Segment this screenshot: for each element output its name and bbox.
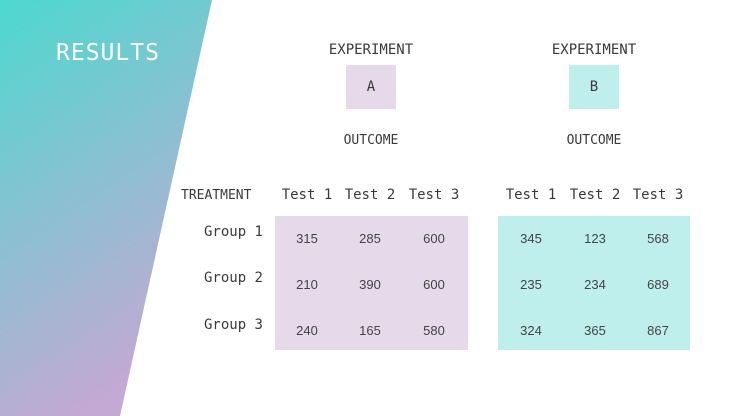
experiment-a-test-3-header: Test 3 [408, 187, 460, 203]
experiment-a-cell: 580 [423, 323, 445, 338]
experiment-a-cell: 165 [359, 323, 381, 338]
experiment-b-cell: 689 [647, 277, 669, 292]
experiment-b-outcome-label: OUTCOME [566, 133, 622, 148]
experiment-b-cell: 234 [584, 277, 606, 292]
group-2-label: Group 2 [203, 270, 263, 286]
experiment-b-cell: 345 [520, 231, 542, 246]
group-3-label: Group 3 [203, 317, 263, 333]
experiment-b-table [498, 216, 690, 350]
experiment-b-cell: 235 [520, 277, 542, 292]
experiment-a-cell: 390 [359, 277, 381, 292]
experiment-b-cell: 867 [647, 323, 669, 338]
experiment-b-test-2-header: Test 2 [569, 187, 621, 203]
experiment-b-cell: 123 [584, 231, 606, 246]
experiment-b-cell: 365 [584, 323, 606, 338]
slide-title: RESULTS [56, 40, 160, 66]
experiment-a-badge: A [346, 65, 396, 109]
experiment-a-test-2-header: Test 2 [344, 187, 396, 203]
experiment-a-cell: 240 [296, 323, 318, 338]
experiment-b-test-1-header: Test 1 [505, 187, 557, 203]
experiment-a-cell: 600 [423, 277, 445, 292]
experiment-b-badge: B [569, 65, 619, 109]
experiment-a-cell: 315 [296, 231, 318, 246]
experiment-b-label: EXPERIMENT [551, 42, 637, 58]
experiment-a-cell: 210 [296, 277, 318, 292]
experiment-b-cell: 324 [520, 323, 542, 338]
experiment-a-test-1-header: Test 1 [281, 187, 333, 203]
group-1-label: Group 1 [203, 224, 263, 240]
experiment-a-cell: 600 [423, 231, 445, 246]
experiment-a-table [275, 216, 468, 350]
experiment-b-test-3-header: Test 3 [632, 187, 684, 203]
treatment-header: TREATMENT [181, 188, 252, 203]
experiment-a-outcome-label: OUTCOME [343, 133, 399, 148]
experiment-a-label: EXPERIMENT [328, 42, 414, 58]
experiment-b-cell: 568 [647, 231, 669, 246]
experiment-a-cell: 285 [359, 231, 381, 246]
